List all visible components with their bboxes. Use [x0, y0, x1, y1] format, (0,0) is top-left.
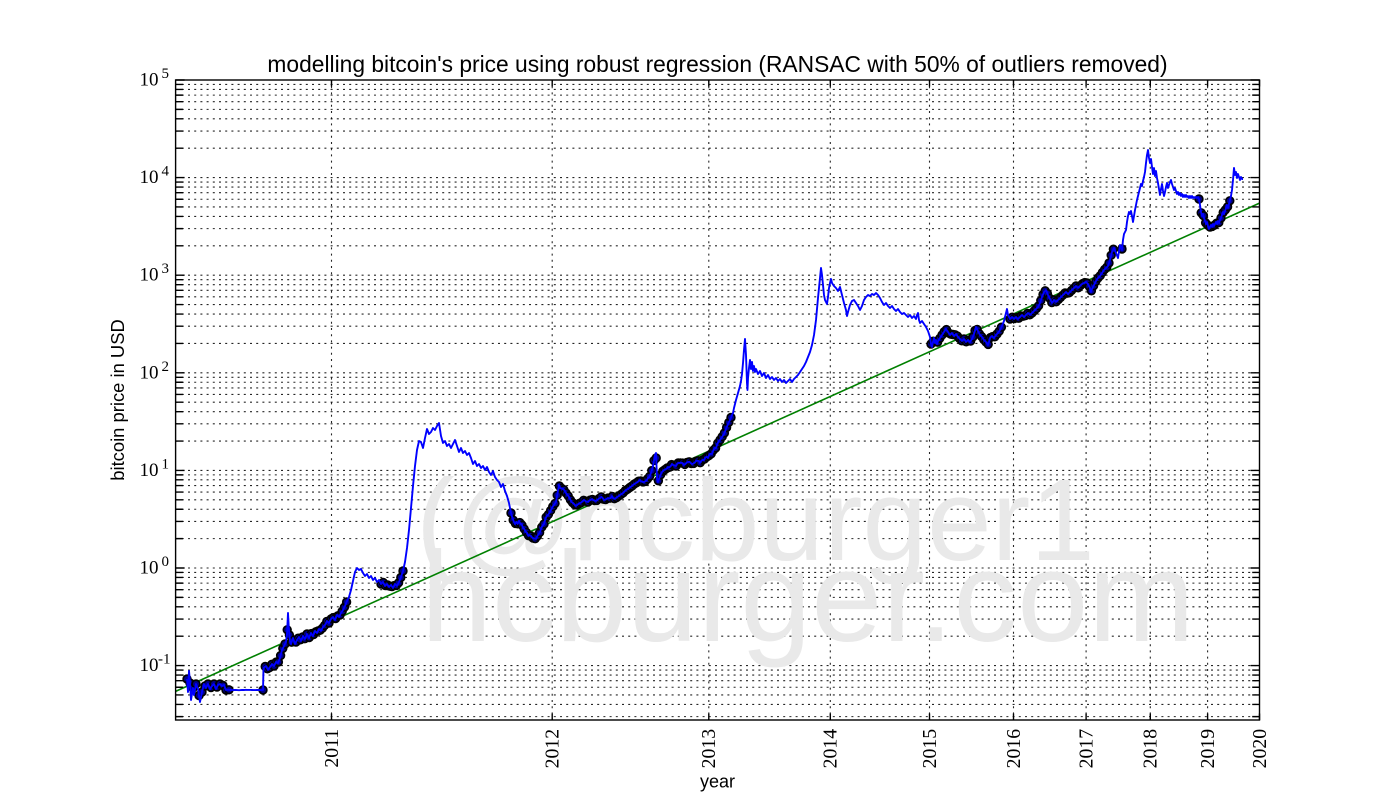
svg-text:modelling bitcoin's price usin: modelling bitcoin's price using robust r…: [267, 51, 1167, 77]
svg-text:2015: 2015: [919, 729, 941, 769]
svg-text:2013: 2013: [698, 729, 720, 769]
svg-text:2012: 2012: [542, 729, 564, 769]
svg-text:2019: 2019: [1197, 729, 1219, 769]
svg-text:1: 1: [162, 456, 170, 472]
svg-text:bitcoin price in USD: bitcoin price in USD: [107, 319, 128, 481]
svg-text:10: 10: [140, 362, 159, 383]
svg-text:2011: 2011: [321, 729, 343, 768]
svg-text:10: 10: [140, 70, 159, 91]
svg-text:10: 10: [140, 460, 159, 481]
svg-text:3: 3: [162, 261, 170, 277]
svg-text:10: 10: [140, 655, 159, 676]
svg-text:-1: -1: [158, 652, 171, 668]
svg-text:2018: 2018: [1140, 729, 1162, 769]
svg-text:10: 10: [140, 265, 159, 286]
svg-text:2016: 2016: [1003, 729, 1025, 769]
svg-text:2020: 2020: [1249, 729, 1271, 769]
svg-text:0: 0: [162, 554, 170, 570]
svg-text:2014: 2014: [820, 729, 842, 769]
svg-text:2: 2: [162, 359, 170, 375]
svg-text:10: 10: [140, 167, 159, 188]
svg-text:hcburger.com: hcburger.com: [421, 526, 1195, 669]
svg-text:4: 4: [162, 164, 170, 180]
svg-text:2017: 2017: [1076, 729, 1098, 769]
svg-text:(@hcburger1: (@hcburger1: [416, 455, 1095, 585]
svg-text:10: 10: [140, 558, 159, 579]
svg-text:year: year: [700, 772, 735, 792]
svg-text:5: 5: [162, 66, 170, 82]
